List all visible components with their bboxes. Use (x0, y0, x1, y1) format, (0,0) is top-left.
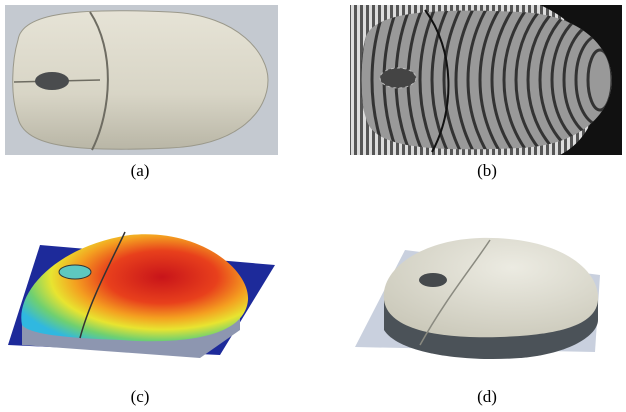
panel-caption: (c) (131, 387, 150, 406)
figure: (a) (b) (c (0, 0, 626, 412)
panel-caption: (d) (477, 387, 497, 406)
panel-c (8, 232, 275, 358)
panel-d (355, 238, 600, 359)
panel-a (5, 5, 278, 155)
panel-caption: (a) (131, 161, 150, 180)
panel-caption: (b) (477, 161, 497, 180)
